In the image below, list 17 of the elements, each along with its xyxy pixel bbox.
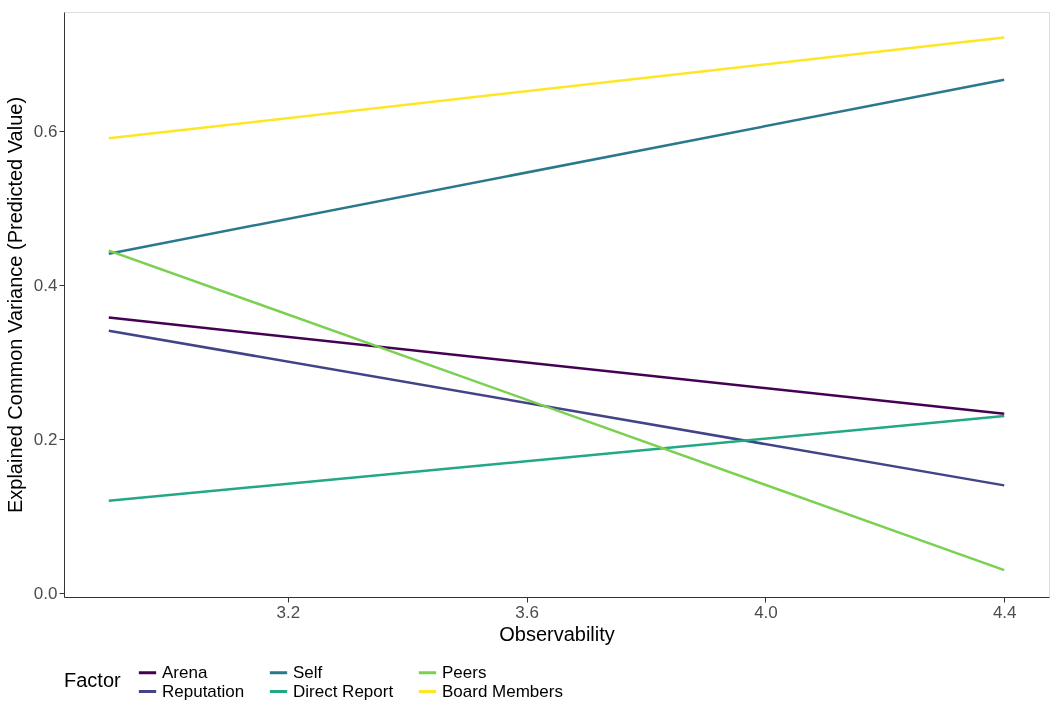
legend-label: Reputation	[162, 681, 245, 701]
y-tick-label: 0.6	[33, 121, 58, 141]
x-axis-title: Observability	[499, 622, 615, 645]
legend-label: Self	[293, 662, 323, 682]
legend-label: Peers	[442, 662, 487, 682]
legend-label: Arena	[162, 662, 208, 682]
y-tick-label: 0.0	[33, 583, 58, 603]
y-tick-label: 0.2	[33, 429, 58, 449]
legend-label: Board Members	[442, 681, 563, 701]
y-axis-title: Explained Common Variance (Predicted Value)	[3, 96, 26, 514]
x-tick-label: 3.6	[515, 602, 539, 622]
legend-title: Factor	[64, 669, 122, 691]
x-tick-label: 4.0	[754, 602, 778, 622]
x-tick-label: 3.2	[276, 602, 301, 622]
legend-label: Direct Report	[293, 681, 394, 701]
x-tick-label: 4.4	[992, 602, 1017, 622]
y-tick-label: 0.4	[33, 275, 58, 295]
